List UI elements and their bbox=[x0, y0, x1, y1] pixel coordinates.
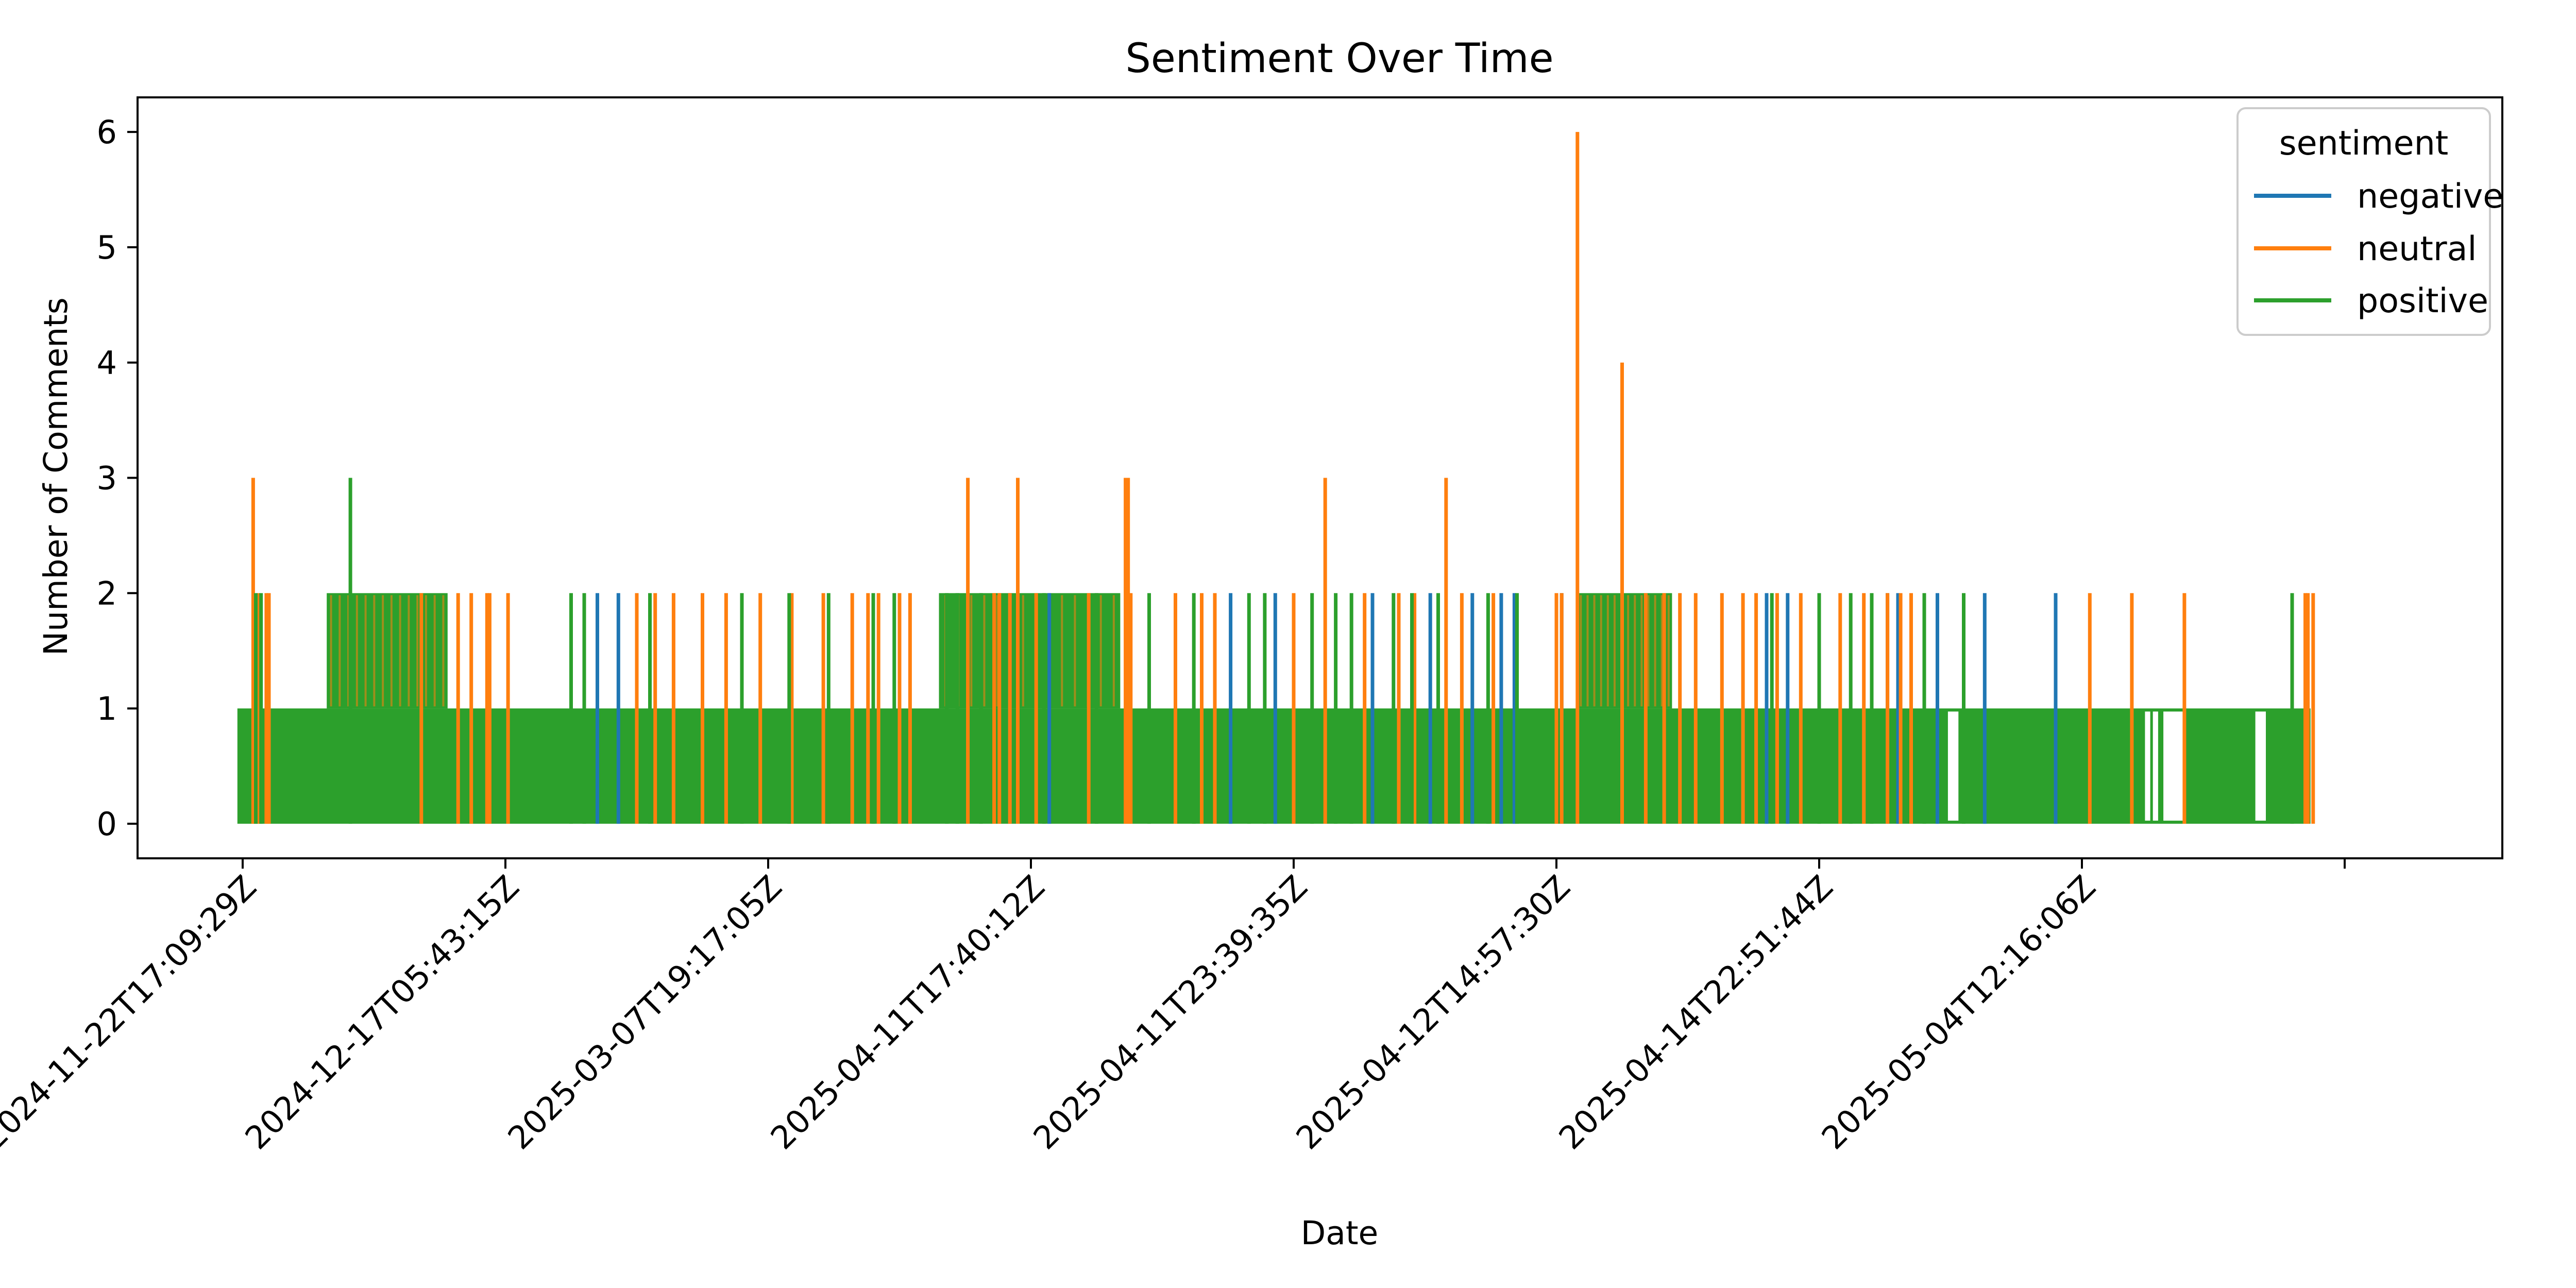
x-axis-label: Date bbox=[1301, 1214, 1379, 1252]
y-tick-label: 0 bbox=[97, 805, 117, 843]
positive-dense-range bbox=[1577, 593, 1672, 709]
legend-label-negative: negative bbox=[2357, 177, 2503, 216]
y-axis-label: Number of Comments bbox=[37, 297, 75, 655]
baseline-gap bbox=[1947, 711, 1959, 821]
legend-label-positive: positive bbox=[2357, 282, 2488, 320]
series-positive bbox=[254, 478, 2294, 824]
legend-label-neutral: neutral bbox=[2357, 230, 2477, 268]
series-neutral bbox=[251, 132, 2315, 824]
plot-area bbox=[237, 132, 2315, 824]
legend: sentiment negative neutral positive bbox=[2236, 107, 2503, 336]
baseline-gap bbox=[2153, 711, 2158, 821]
positive-dense-range bbox=[327, 593, 448, 709]
y-axis: 0 1 2 3 4 5 6 bbox=[97, 113, 138, 843]
y-tick-label: 5 bbox=[97, 229, 117, 266]
y-tick-label: 2 bbox=[97, 574, 117, 612]
chart-title: Sentiment Over Time bbox=[1125, 36, 1553, 82]
legend-title: sentiment bbox=[2279, 124, 2449, 163]
series-negative bbox=[596, 593, 2058, 824]
baseline-gap bbox=[2255, 711, 2266, 821]
legend-box bbox=[2236, 107, 2491, 336]
y-tick-label: 1 bbox=[97, 690, 117, 727]
y-tick-label: 6 bbox=[97, 113, 117, 151]
baseline-gap bbox=[2145, 711, 2150, 821]
y-tick-label: 3 bbox=[97, 460, 117, 497]
baseline-gap bbox=[2163, 711, 2184, 821]
y-tick-label: 4 bbox=[97, 344, 117, 382]
